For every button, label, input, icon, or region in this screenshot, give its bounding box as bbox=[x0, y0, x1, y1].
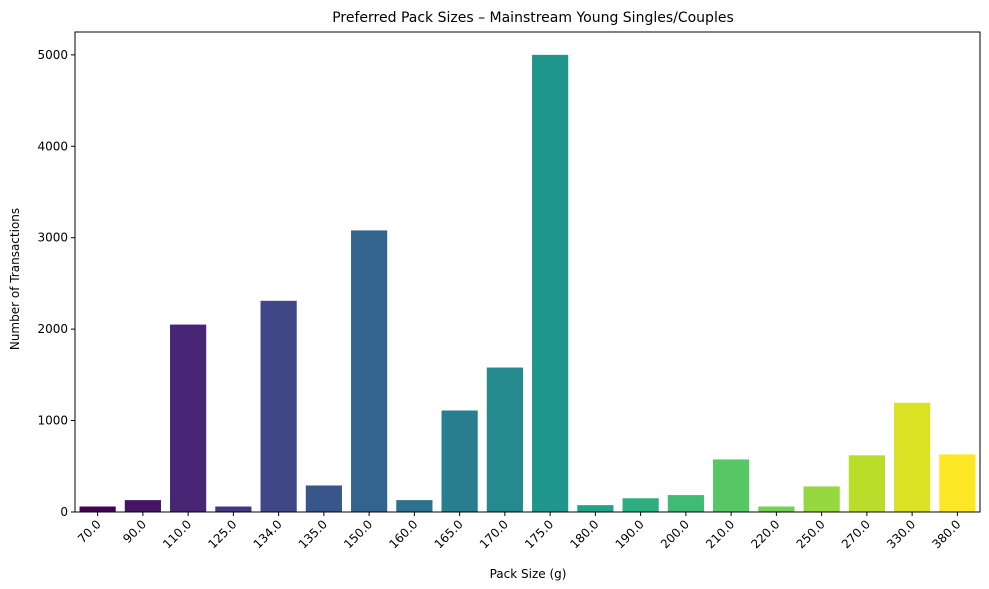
bar-330.0 bbox=[894, 402, 931, 512]
x-tick-label: 165.0 bbox=[432, 517, 466, 551]
plot-frame bbox=[74, 31, 981, 513]
x-axis-label: Pack Size (g) bbox=[490, 567, 567, 581]
x-tick-label: 70.0 bbox=[75, 517, 104, 546]
bar-190.0 bbox=[622, 498, 659, 512]
y-tick-label: 2000 bbox=[37, 322, 68, 336]
bar-135.0 bbox=[305, 485, 342, 512]
x-tick-label: 190.0 bbox=[613, 517, 647, 551]
x-tick-label: 160.0 bbox=[386, 517, 420, 551]
y-tick-label: 1000 bbox=[37, 414, 68, 428]
bar-70.0 bbox=[79, 506, 116, 512]
bar-90.0 bbox=[124, 500, 161, 512]
bar-150.0 bbox=[351, 230, 388, 512]
bar-134.0 bbox=[260, 300, 297, 512]
x-tick-label: 250.0 bbox=[794, 517, 828, 551]
x-tick-label: 170.0 bbox=[477, 517, 511, 551]
bar-250.0 bbox=[803, 486, 840, 512]
x-tick-label: 270.0 bbox=[839, 517, 873, 551]
x-tick-label: 125.0 bbox=[205, 517, 239, 551]
bar-380.0 bbox=[939, 454, 976, 512]
x-tick-label: 380.0 bbox=[929, 517, 963, 551]
bar-180.0 bbox=[577, 505, 614, 512]
y-axis-label: Number of Transactions bbox=[8, 208, 22, 350]
x-tick-label: 180.0 bbox=[567, 517, 601, 551]
y-tick-label: 0 bbox=[60, 505, 68, 519]
x-tick-label: 210.0 bbox=[703, 517, 737, 551]
x-tick-label: 150.0 bbox=[341, 517, 375, 551]
x-tick-label: 330.0 bbox=[884, 517, 918, 551]
y-tick-label: 3000 bbox=[37, 231, 68, 245]
x-tick-label: 220.0 bbox=[748, 517, 782, 551]
x-tick-label: 110.0 bbox=[160, 517, 194, 551]
y-axis: 0 1000 2000 3000 4000 5000 bbox=[37, 48, 75, 519]
bar-170.0 bbox=[486, 367, 523, 512]
x-tick-label: 134.0 bbox=[251, 517, 285, 551]
bar-165.0 bbox=[441, 410, 478, 512]
x-tick-label: 175.0 bbox=[522, 517, 556, 551]
bar-210.0 bbox=[713, 459, 750, 512]
bar-270.0 bbox=[848, 455, 885, 512]
x-tick-label: 135.0 bbox=[296, 517, 330, 551]
bars-group bbox=[79, 54, 976, 512]
bar-200.0 bbox=[667, 495, 704, 512]
y-tick-label: 5000 bbox=[37, 48, 68, 62]
y-tick-label: 4000 bbox=[37, 139, 68, 153]
chart-title: Preferred Pack Sizes – Mainstream Young … bbox=[332, 10, 734, 26]
bar-110.0 bbox=[170, 324, 207, 512]
bar-125.0 bbox=[215, 506, 252, 512]
x-axis: 70.0 90.0 110.0 125.0 134.0 135.0 150.0 160.0 16… bbox=[75, 512, 963, 551]
bar-175.0 bbox=[532, 54, 569, 512]
bar-220.0 bbox=[758, 506, 795, 512]
x-tick-label: 90.0 bbox=[120, 517, 149, 546]
x-tick-label: 200.0 bbox=[658, 517, 692, 551]
bar-160.0 bbox=[396, 500, 433, 512]
